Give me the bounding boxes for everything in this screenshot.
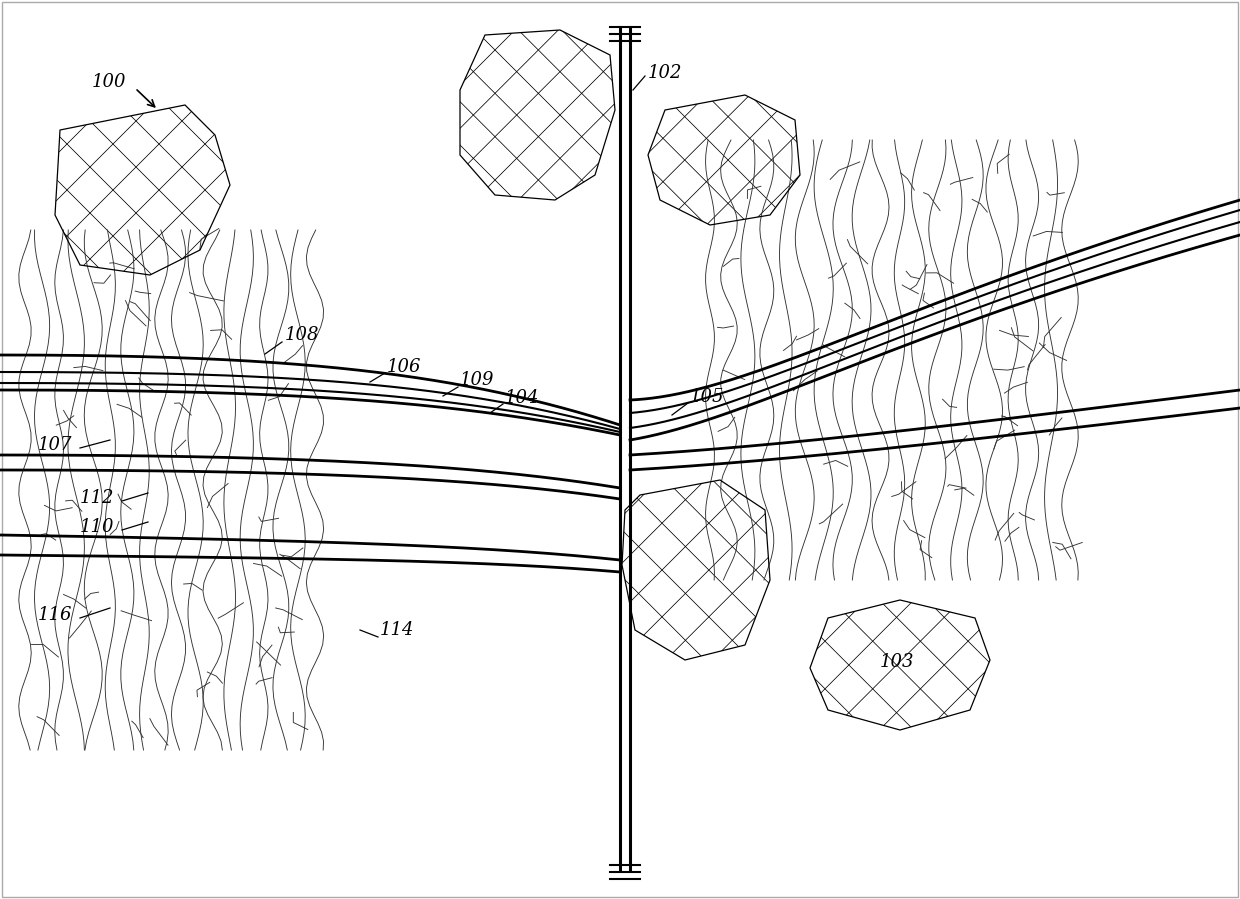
Text: 103: 103 [880, 653, 915, 671]
Text: 104: 104 [505, 389, 539, 407]
Text: 100: 100 [92, 73, 126, 91]
Text: 110: 110 [81, 518, 114, 536]
Text: 112: 112 [81, 489, 114, 507]
Text: 116: 116 [38, 606, 72, 624]
Text: 108: 108 [285, 326, 320, 344]
Text: 109: 109 [460, 371, 495, 389]
Text: 106: 106 [387, 358, 422, 376]
Text: 102: 102 [649, 64, 682, 82]
Text: 105: 105 [689, 388, 724, 406]
Text: 114: 114 [379, 621, 414, 639]
Text: 107: 107 [38, 436, 72, 454]
